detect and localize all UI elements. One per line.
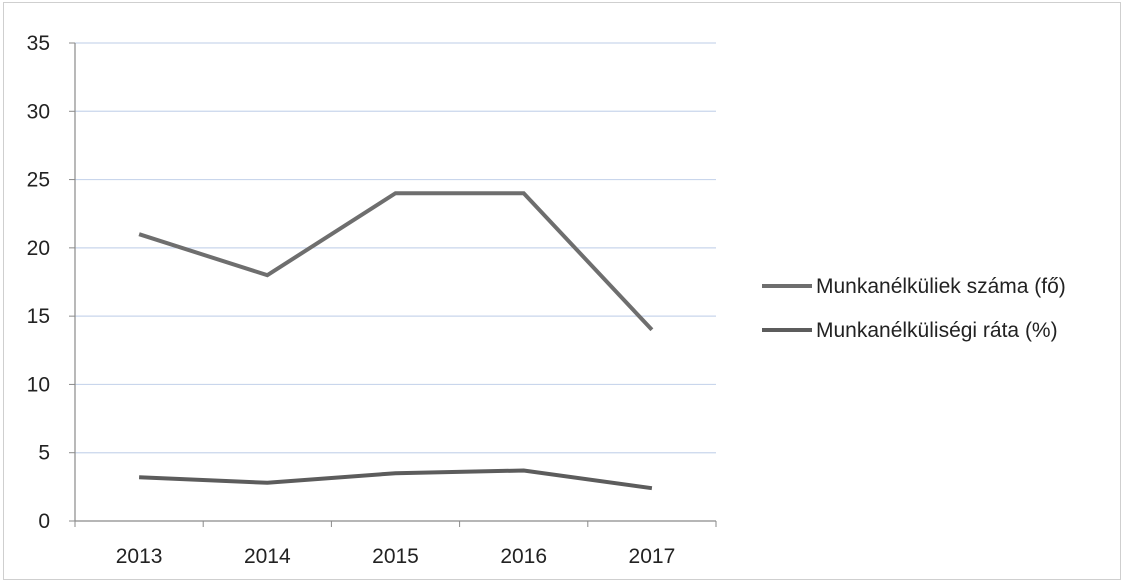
x-tick-label: 2014: [244, 545, 291, 568]
y-tick-label: 25: [27, 169, 50, 192]
series-line-1: [138, 191, 654, 332]
y-tick-label: 35: [27, 32, 50, 55]
legend: Munkanélküliek száma (fő) Munkanélküliség…: [762, 275, 1066, 342]
x-tick-label: 2016: [500, 545, 547, 568]
x-tick-label: 2015: [372, 545, 419, 568]
y-axis-tick-labels: 0 5 10 15 20 25 30 35: [27, 32, 50, 533]
legend-label-1: Munkanélküliek száma (fő): [816, 275, 1066, 298]
y-tick-label: 10: [27, 373, 50, 396]
y-tick-label: 15: [27, 305, 50, 328]
legend-label-2: Munkanélküliségi ráta (%): [816, 319, 1058, 342]
series-lines: [138, 191, 654, 491]
chart-frame: [3, 2, 1121, 580]
x-axis-tick-labels: 2013 2014 2015 2016 2017: [116, 545, 676, 568]
y-tick-label: 5: [38, 442, 50, 465]
x-tick-label: 2017: [629, 545, 676, 568]
x-tick-label: 2013: [116, 545, 163, 568]
y-tick-label: 20: [27, 237, 50, 260]
axes: [69, 42, 717, 527]
series-line-2: [139, 468, 653, 491]
y-tick-label: 30: [27, 100, 50, 123]
gridlines: [75, 42, 716, 454]
y-tick-label: 0: [38, 510, 50, 533]
